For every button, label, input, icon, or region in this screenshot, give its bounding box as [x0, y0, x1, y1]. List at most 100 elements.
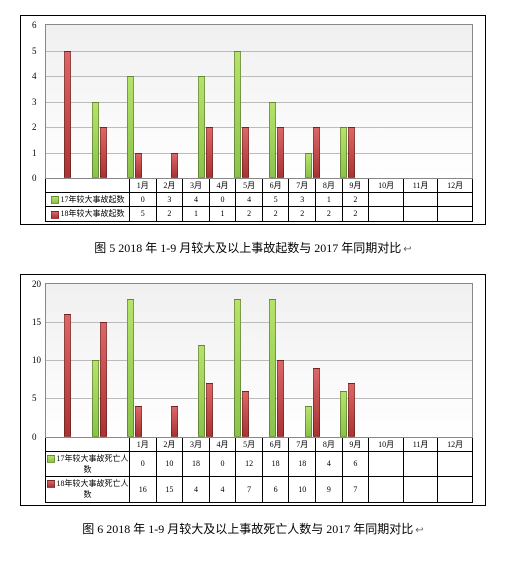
data-cell: 18	[183, 451, 210, 476]
y-label: 15	[32, 317, 41, 327]
month-header: 10月	[369, 179, 404, 193]
plot-area: 0123456	[45, 24, 473, 179]
chart: 01234561月2月3月4月5月6月7月8月9月10月11月12月17年较大事…	[20, 15, 486, 225]
header-blank	[46, 179, 130, 193]
data-cell: 0	[130, 193, 157, 207]
bar	[127, 76, 134, 178]
bar-group	[224, 25, 260, 178]
data-cell	[403, 207, 437, 221]
month-header: 4月	[209, 179, 236, 193]
y-label: 3	[32, 97, 37, 107]
legend-cell: 18年较大事故起数	[46, 207, 130, 221]
y-label: 1	[32, 148, 37, 158]
bars	[46, 284, 472, 437]
month-header: 5月	[236, 437, 263, 451]
data-cell: 2	[316, 207, 343, 221]
month-header: 4月	[209, 437, 236, 451]
month-header: 3月	[183, 179, 210, 193]
bar	[305, 406, 312, 437]
legend-cell: 18年较大事故死亡人数	[46, 477, 130, 502]
data-cell: 5	[262, 193, 289, 207]
bar-group	[366, 284, 402, 437]
data-cell	[403, 477, 437, 502]
data-cell: 10	[156, 451, 183, 476]
data-cell: 18	[262, 451, 289, 476]
data-cell: 0	[209, 193, 236, 207]
y-label: 2	[32, 122, 37, 132]
data-cell	[438, 451, 473, 476]
caption: 图 6 2018 年 1-9 月较大及以上事故死亡人数与 2017 年同期对比	[20, 520, 486, 537]
header-blank	[46, 437, 130, 451]
data-cell	[369, 207, 404, 221]
bar-group	[366, 25, 402, 178]
bar	[277, 127, 284, 178]
bar	[100, 127, 107, 178]
bar	[135, 406, 142, 437]
month-header: 9月	[342, 179, 369, 193]
bar	[242, 391, 249, 437]
data-cell: 0	[209, 451, 236, 476]
month-header: 3月	[183, 437, 210, 451]
month-header: 6月	[262, 179, 289, 193]
bar-group	[295, 284, 331, 437]
bar	[234, 51, 241, 179]
bar	[340, 127, 347, 178]
bar-group	[330, 25, 366, 178]
bar-group	[153, 25, 189, 178]
month-header: 12月	[438, 179, 473, 193]
bar-group	[401, 25, 437, 178]
data-cell: 4	[236, 193, 263, 207]
bar-group	[437, 284, 473, 437]
month-header: 11月	[403, 179, 437, 193]
bar	[127, 299, 134, 437]
y-label: 10	[32, 355, 41, 365]
bar	[135, 153, 142, 179]
bar	[305, 153, 312, 179]
bar-group	[259, 25, 295, 178]
data-cell: 1	[183, 207, 210, 221]
swatch	[47, 455, 55, 463]
bar-group	[46, 25, 82, 178]
bar	[242, 127, 249, 178]
data-cell	[369, 477, 404, 502]
bar-group	[401, 284, 437, 437]
bar	[198, 76, 205, 178]
month-header: 7月	[289, 179, 316, 193]
y-label: 5	[32, 393, 37, 403]
month-header: 1月	[130, 437, 157, 451]
bar-group	[188, 284, 224, 437]
y-label: 0	[32, 173, 37, 183]
data-cell: 1	[316, 193, 343, 207]
data-cell	[438, 193, 473, 207]
data-cell	[438, 477, 473, 502]
data-cell: 7	[236, 477, 263, 502]
month-header: 6月	[262, 437, 289, 451]
data-cell: 6	[342, 451, 369, 476]
bar-group	[330, 284, 366, 437]
data-cell: 12	[236, 451, 263, 476]
bar	[64, 51, 71, 179]
data-cell: 10	[289, 477, 316, 502]
bar-group	[259, 284, 295, 437]
data-cell: 18	[289, 451, 316, 476]
bar-group	[46, 284, 82, 437]
data-cell: 2	[262, 207, 289, 221]
data-cell: 2	[289, 207, 316, 221]
data-table: 1月2月3月4月5月6月7月8月9月10月11月12月17年较大事故起数0340…	[45, 178, 473, 222]
bar	[100, 322, 107, 437]
data-cell	[403, 451, 437, 476]
data-cell: 3	[289, 193, 316, 207]
data-cell: 4	[316, 451, 343, 476]
data-cell	[369, 451, 404, 476]
data-cell: 0	[130, 451, 157, 476]
swatch	[47, 480, 55, 488]
y-label: 4	[32, 71, 37, 81]
data-cell: 7	[342, 477, 369, 502]
month-header: 8月	[316, 437, 343, 451]
month-header: 12月	[438, 437, 473, 451]
month-header: 9月	[342, 437, 369, 451]
data-cell: 15	[156, 477, 183, 502]
data-table: 1月2月3月4月5月6月7月8月9月10月11月12月17年较大事故死亡人数01…	[45, 437, 473, 503]
bar	[92, 360, 99, 437]
data-cell: 2	[156, 207, 183, 221]
